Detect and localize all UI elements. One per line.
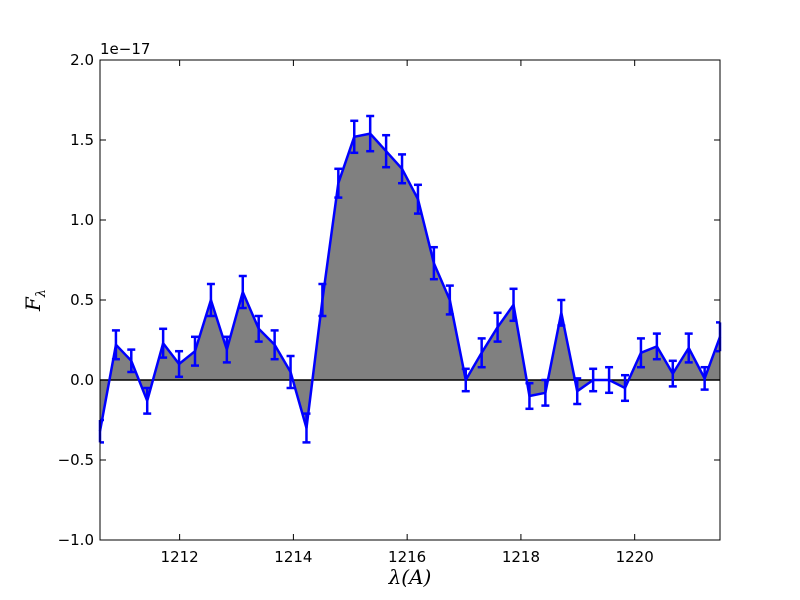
- y-axis-label: Fλ: [21, 289, 49, 312]
- y-tick-label: 0.5: [70, 291, 94, 309]
- series-line: [98, 132, 722, 432]
- x-axis-label: λ(A): [388, 565, 432, 589]
- filled-area: [100, 133, 720, 432]
- x-tick-label: 1218: [502, 548, 540, 566]
- axis-ticks: 1212 1214 1216 1218 1220 −1.0 −0.5 0.0 0.5 1.0 1.5…: [58, 51, 720, 566]
- y-axis-label-main: F: [21, 296, 45, 312]
- fill-area-path: [100, 133, 720, 432]
- y-tick-label: −1.0: [58, 531, 94, 549]
- x-tick-label: 1212: [161, 548, 199, 566]
- y-tick-label: 1.5: [70, 131, 94, 149]
- y-tick-label: 1.0: [70, 211, 94, 229]
- y-axis-label-subscript: λ: [34, 289, 49, 298]
- y-tick-label: −0.5: [58, 451, 94, 469]
- y-offset-label: 1e−17: [100, 40, 150, 58]
- y-tick-label: 0.0: [70, 371, 94, 389]
- x-tick-label: 1216: [388, 548, 426, 566]
- x-tick-label: 1220: [616, 548, 654, 566]
- y-tick-label: 2.0: [70, 51, 94, 69]
- x-tick-label: 1214: [274, 548, 312, 566]
